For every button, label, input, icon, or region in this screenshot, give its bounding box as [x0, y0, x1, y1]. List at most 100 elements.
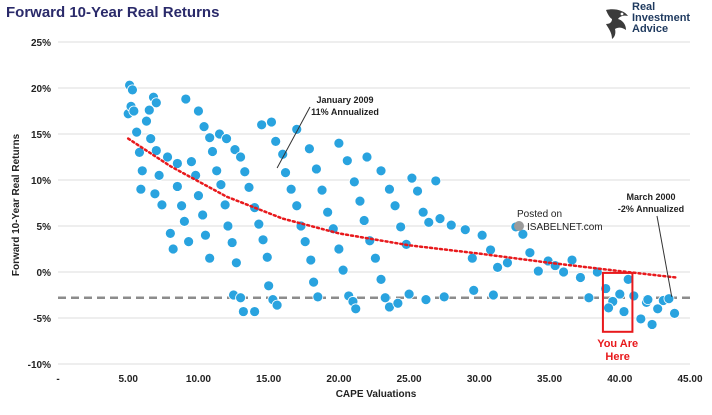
x-tick-labels: - 5.00 10.00 15.00 20.00 25.00 30.00 35.00 40.00…: [56, 374, 703, 385]
logo-line-3: Advice: [632, 23, 669, 35]
data-point: [628, 290, 640, 302]
data-point: [445, 219, 457, 231]
grid-lines: [58, 41, 690, 365]
data-point: [136, 165, 148, 177]
data-point: [215, 179, 227, 191]
data-point: [468, 284, 480, 296]
data-point: [603, 302, 614, 314]
data-point: [171, 158, 183, 169]
data-point: [207, 146, 218, 157]
data-point: [406, 172, 418, 184]
y-tick-label: 15%: [31, 130, 51, 141]
data-point: [403, 288, 415, 300]
data-point: [149, 188, 161, 200]
data-point: [221, 133, 232, 145]
data-point: [271, 299, 283, 311]
data-point: [389, 200, 401, 212]
watermark: Posted on ISABELNET.com: [514, 209, 603, 233]
data-point: [375, 273, 387, 285]
data-point: [337, 264, 349, 276]
data-point: [178, 215, 190, 227]
data-point: [354, 195, 366, 207]
y-tick-label: 25%: [31, 38, 51, 49]
data-point: [156, 199, 168, 211]
x-tick-label: 5.00: [118, 374, 138, 385]
data-point: [198, 121, 210, 133]
annotation-jan2009-line2: 11% Annualized: [311, 107, 379, 117]
data-point: [417, 206, 429, 218]
data-point: [167, 243, 179, 255]
x-tick-label: 45.00: [677, 374, 702, 385]
data-point: [200, 229, 211, 241]
data-point: [646, 319, 658, 330]
data-point: [558, 266, 569, 278]
data-point: [261, 251, 273, 263]
data-point: [502, 257, 513, 269]
data-point: [180, 93, 192, 105]
data-point: [430, 175, 442, 187]
data-point: [219, 199, 231, 211]
data-point: [663, 293, 675, 305]
data-point: [134, 146, 145, 158]
eagle-logo-icon: [606, 9, 628, 39]
y-axis-label: Forward 10-Year Real Returns: [11, 133, 22, 276]
data-point: [532, 265, 544, 277]
data-point: [263, 280, 275, 292]
data-point: [127, 84, 138, 96]
data-point: [280, 167, 291, 179]
data-point: [204, 252, 216, 264]
data-point: [583, 292, 595, 304]
data-point: [308, 276, 320, 288]
data-point: [237, 306, 249, 317]
data-point: [222, 220, 234, 232]
data-point: [249, 306, 261, 317]
data-point: [143, 104, 155, 116]
trend-line: [126, 137, 678, 279]
data-point: [164, 227, 176, 239]
data-point: [466, 252, 478, 264]
data-point: [285, 183, 297, 195]
data-point: [370, 252, 381, 264]
data-point: [257, 234, 269, 246]
data-point: [358, 215, 370, 226]
trend-curve: [126, 137, 678, 279]
data-point: [226, 237, 238, 248]
data-point: [239, 166, 251, 178]
x-tick-label: 30.00: [467, 374, 492, 385]
logo-text: Real Investment Advice: [632, 2, 690, 35]
data-point: [150, 97, 162, 109]
data-point: [312, 291, 324, 303]
data-point: [176, 200, 187, 212]
data-point: [197, 209, 209, 221]
data-point: [392, 297, 404, 309]
data-point: [341, 155, 353, 167]
data-point: [235, 292, 246, 304]
data-point: [492, 261, 503, 273]
data-point: [487, 289, 499, 301]
y-tick-labels: -10% -5% 0% 5% 10% 15% 20% 25%: [28, 38, 51, 371]
data-point: [145, 133, 157, 145]
chart-title: Forward 10-Year Real Returns: [6, 4, 220, 21]
x-tick-label: 40.00: [607, 374, 632, 385]
data-point: [305, 254, 317, 266]
data-point: [423, 216, 435, 228]
data-point: [459, 224, 471, 236]
data-point: [128, 105, 140, 117]
data-point: [348, 176, 360, 188]
data-point: [266, 116, 277, 128]
logo-line-1: Real: [632, 1, 656, 13]
x-tick-label: 20.00: [326, 374, 351, 385]
data-point: [270, 135, 282, 147]
x-tick-label: -: [56, 374, 59, 385]
annotation-mar2000-line2: -2% Annualized: [618, 204, 684, 214]
data-point: [193, 190, 204, 202]
data-point: [361, 151, 373, 163]
data-point: [652, 303, 664, 315]
y-tick-label: 0%: [37, 268, 52, 279]
data-point: [235, 151, 246, 163]
watermark-site: ISABELNET.com: [527, 222, 603, 233]
data-point: [420, 294, 432, 306]
data-point: [524, 247, 536, 259]
